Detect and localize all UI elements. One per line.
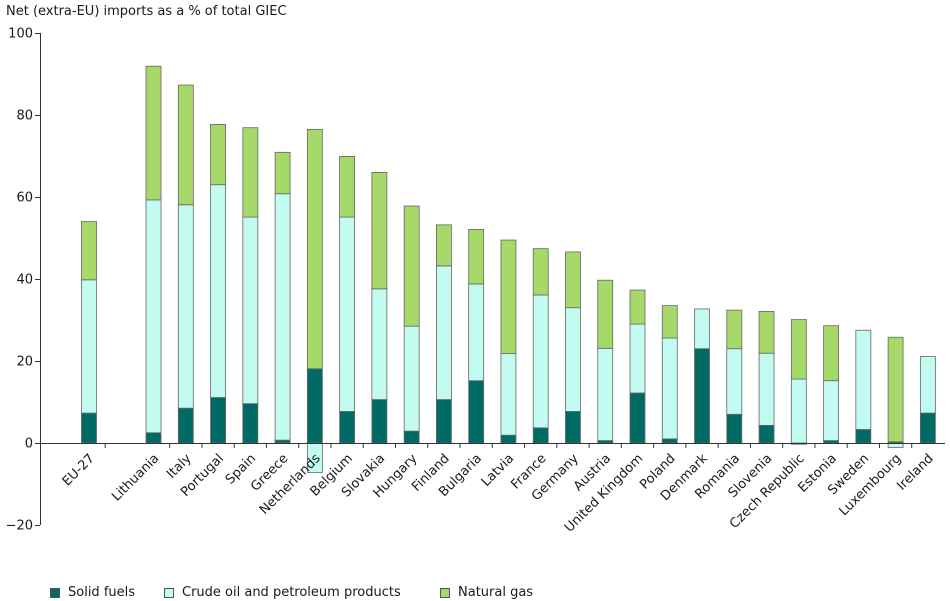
bar-romania-natural-gas bbox=[726, 309, 743, 350]
bar-hungary-solid-fuels bbox=[403, 430, 420, 444]
bar-latvia-natural-gas bbox=[500, 239, 517, 355]
bar-bulgaria-natural-gas bbox=[468, 228, 485, 285]
bar-sweden-crude-oil-and-petroleum-products bbox=[855, 329, 872, 430]
legend-swatch-natural-gas bbox=[440, 587, 450, 598]
bar-united-kingdom-crude-oil-and-petroleum-products bbox=[629, 323, 646, 394]
bar-czech-republic-natural-gas bbox=[790, 319, 807, 380]
bar-united-kingdom-natural-gas bbox=[629, 289, 646, 325]
bar-hungary-crude-oil-and-petroleum-products bbox=[403, 325, 420, 432]
x-tick-labels: EU-27 Lithuania ItalyPortugalSpainGreeceNe… bbox=[60, 451, 937, 536]
legend-label-natural-gas: Natural gas bbox=[458, 585, 534, 600]
bar-slovenia-crude-oil-and-petroleum-products bbox=[758, 352, 775, 426]
bar-portugal-crude-oil-and-petroleum-products bbox=[210, 184, 226, 398]
bar-finland-crude-oil-and-petroleum-products bbox=[436, 265, 452, 400]
bar-hungary-natural-gas bbox=[403, 205, 420, 327]
bar-greece-solid-fuels bbox=[274, 439, 291, 444]
x-tick-label-eu-27: EU-27 bbox=[60, 451, 98, 489]
bar-slovenia-solid-fuels bbox=[758, 424, 775, 444]
legend-swatch-solid-fuels bbox=[50, 587, 60, 598]
bar-netherlands-solid-fuels bbox=[306, 368, 323, 444]
bar-spain-solid-fuels bbox=[242, 403, 259, 444]
bar-finland-natural-gas bbox=[436, 224, 452, 267]
bar-eu-27-natural-gas bbox=[81, 221, 97, 281]
bar-belgium-crude-oil-and-petroleum-products bbox=[339, 216, 356, 412]
bar-belgium-natural-gas bbox=[339, 156, 356, 218]
axes-group: −20 0 20 40 60 80 100 bbox=[6, 27, 945, 534]
bar-slovakia-solid-fuels bbox=[371, 399, 388, 444]
bar-estonia-natural-gas bbox=[823, 325, 839, 382]
bar-spain-natural-gas bbox=[242, 127, 259, 218]
bar-slovakia-crude-oil-and-petroleum-products bbox=[371, 288, 388, 400]
bar-lithuania-natural-gas bbox=[145, 65, 162, 201]
bar-germany-natural-gas bbox=[565, 251, 581, 309]
y-tick-label: 0 bbox=[25, 437, 33, 452]
bar-latvia-crude-oil-and-petroleum-products bbox=[500, 353, 517, 436]
bar-poland-natural-gas bbox=[661, 305, 678, 339]
y-axis-label: Net (extra-EU) imports as a % of total G… bbox=[6, 4, 287, 19]
bar-netherlands-natural-gas bbox=[306, 128, 323, 370]
bar-greece-crude-oil-and-petroleum-products bbox=[274, 193, 291, 441]
bar-poland-solid-fuels bbox=[661, 438, 678, 444]
bar-portugal-solid-fuels bbox=[210, 397, 226, 444]
legend-label-solid-fuels: Solid fuels bbox=[68, 585, 136, 600]
bar-france-natural-gas bbox=[532, 248, 549, 296]
bar-latvia-solid-fuels bbox=[500, 434, 517, 444]
bar-bulgaria-solid-fuels bbox=[468, 380, 485, 444]
bar-germany-crude-oil-and-petroleum-products bbox=[565, 307, 581, 412]
bar-portugal-natural-gas bbox=[210, 124, 226, 186]
bars-group bbox=[81, 65, 936, 473]
bar-lithuania-solid-fuels bbox=[145, 432, 162, 444]
bar-romania-solid-fuels bbox=[726, 413, 743, 444]
bar-denmark-solid-fuels bbox=[694, 348, 710, 444]
bar-denmark-crude-oil-and-petroleum-products bbox=[694, 308, 710, 350]
bar-sweden-solid-fuels bbox=[855, 429, 872, 444]
bar-romania-crude-oil-and-petroleum-products bbox=[726, 348, 743, 415]
bar-ireland-crude-oil-and-petroleum-products bbox=[919, 356, 936, 414]
y-tick-label: 80 bbox=[16, 109, 33, 124]
bar-czech-republic-crude-oil-and-petroleum-products bbox=[790, 378, 807, 444]
legend-item-solid-fuels: Solid fuels bbox=[50, 585, 135, 600]
bar-eu-27-crude-oil-and-petroleum-products bbox=[81, 279, 97, 414]
x-tick-label-lithuania: Lithuania bbox=[109, 451, 162, 504]
bar-slovenia-natural-gas bbox=[758, 310, 775, 354]
bar-estonia-crude-oil-and-petroleum-products bbox=[823, 380, 839, 441]
bar-spain-crude-oil-and-petroleum-products bbox=[242, 216, 259, 405]
bar-italy-natural-gas bbox=[177, 84, 194, 206]
y-tick-label: −20 bbox=[6, 519, 33, 534]
bar-luxembourg-natural-gas bbox=[887, 336, 904, 443]
bar-united-kingdom-solid-fuels bbox=[629, 392, 646, 444]
bar-germany-solid-fuels bbox=[565, 411, 581, 444]
legend-item-natural-gas: Natural gas bbox=[440, 585, 533, 600]
bar-finland-solid-fuels bbox=[436, 399, 452, 444]
legend-item-crude-oil: Crude oil and petroleum products bbox=[164, 585, 401, 600]
bar-austria-natural-gas bbox=[597, 279, 614, 349]
bar-slovakia-natural-gas bbox=[371, 171, 388, 290]
y-tick-label: 40 bbox=[16, 273, 33, 288]
bar-belgium-solid-fuels bbox=[339, 411, 356, 444]
bar-bulgaria-crude-oil-and-petroleum-products bbox=[468, 283, 485, 382]
y-tick-label: 60 bbox=[16, 191, 33, 206]
y-tick-label: 100 bbox=[8, 27, 33, 42]
y-tick-label: 20 bbox=[16, 355, 33, 370]
bar-france-crude-oil-and-petroleum-products bbox=[532, 294, 549, 429]
legend-swatch-crude-oil bbox=[164, 587, 174, 598]
bar-poland-crude-oil-and-petroleum-products bbox=[661, 337, 678, 440]
bar-france-solid-fuels bbox=[532, 427, 549, 444]
x-tick-label-ireland: Ireland bbox=[894, 451, 936, 493]
bar-austria-crude-oil-and-petroleum-products bbox=[597, 347, 614, 441]
bar-italy-crude-oil-and-petroleum-products bbox=[177, 204, 194, 409]
bar-greece-natural-gas bbox=[274, 151, 291, 195]
legend-label-crude-oil: Crude oil and petroleum products bbox=[182, 585, 401, 600]
bar-lithuania-crude-oil-and-petroleum-products bbox=[145, 199, 162, 434]
bar-italy-solid-fuels bbox=[177, 407, 194, 444]
bar-ireland-solid-fuels bbox=[919, 412, 936, 444]
bar-eu-27-solid-fuels bbox=[81, 412, 97, 444]
